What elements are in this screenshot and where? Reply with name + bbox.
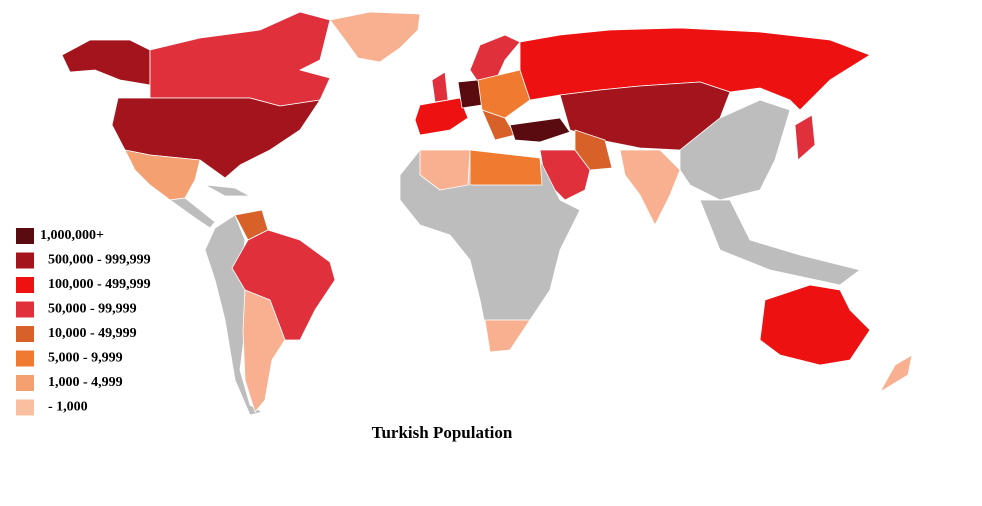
legend-swatch xyxy=(16,399,34,416)
libya-egypt xyxy=(469,149,543,186)
central-america xyxy=(169,197,216,229)
new-zealand xyxy=(879,354,913,393)
india xyxy=(619,149,681,226)
legend-swatch xyxy=(16,375,34,391)
legend-swatch xyxy=(16,301,34,318)
legend-label: 1,000 - 4,999 xyxy=(48,375,123,390)
legend-swatch xyxy=(16,326,34,342)
algeria xyxy=(419,149,471,191)
legend-swatch xyxy=(16,277,34,293)
legend-label: 100,000 - 499,999 xyxy=(48,277,151,292)
greenland xyxy=(329,11,421,63)
legend: 1,000,000+ 500,000 - 999,999 100,000 - 499… xyxy=(16,228,151,416)
south-africa xyxy=(484,319,531,353)
legend-label: 1,000,000+ xyxy=(40,228,104,243)
turkey xyxy=(509,117,571,143)
legend-swatch xyxy=(16,350,34,367)
china xyxy=(679,99,791,201)
legend-label: - 1,000 xyxy=(48,400,88,415)
argentina xyxy=(242,289,286,413)
iran xyxy=(574,129,613,171)
alaska xyxy=(61,39,151,86)
legend-label: 5,000 - 9,999 xyxy=(48,351,123,366)
central-europe xyxy=(477,69,531,119)
legend-label: 500,000 - 999,999 xyxy=(48,253,151,268)
uk xyxy=(431,71,449,103)
legend-label: 10,000 - 49,999 xyxy=(48,326,137,341)
countries xyxy=(61,11,913,416)
caribbean xyxy=(204,184,251,197)
france-spain xyxy=(414,97,469,136)
map-title: Turkish Population xyxy=(372,423,513,442)
legend-label: 50,000 - 99,999 xyxy=(48,302,137,317)
brazil xyxy=(231,229,336,341)
japan-korea xyxy=(794,114,816,161)
legend-swatch xyxy=(16,228,34,244)
canada xyxy=(149,11,331,107)
southeast-asia xyxy=(699,199,861,286)
australia xyxy=(759,284,871,366)
legend-swatch xyxy=(16,252,34,269)
